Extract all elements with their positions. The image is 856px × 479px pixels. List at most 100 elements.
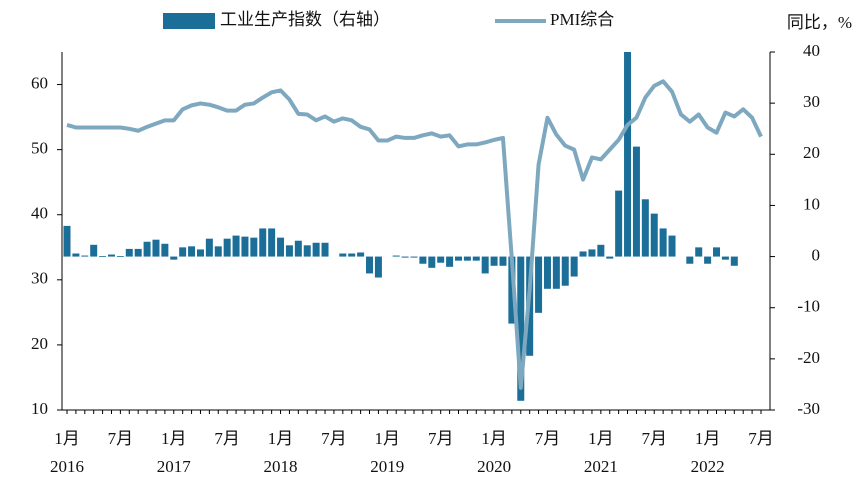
line [66,79,763,390]
x-year-label: 2022 [691,457,725,476]
bar [401,256,409,258]
bar [366,256,374,274]
bar [241,236,249,257]
y2-tick-label: 10 [803,194,820,213]
y2-tick-label: 20 [803,143,820,162]
y-tick-label: 60 [31,73,48,92]
bar [472,256,480,261]
bar [99,256,107,257]
x-tick-label: 7月 [748,429,774,448]
bar [72,253,80,257]
bar [650,213,658,257]
y-tick-label: 40 [31,204,48,223]
bar [339,253,347,257]
bar [428,256,436,268]
x-tick-label: 1月 [695,429,721,448]
bar [721,256,729,260]
bar [713,247,721,257]
bar [543,256,551,289]
x-tick-label: 1月 [481,429,507,448]
bar [437,256,445,263]
bar [205,238,213,257]
bar [116,256,124,257]
bar [294,240,302,257]
bar [632,146,640,257]
bar [321,242,329,257]
bar [704,256,712,264]
bar [463,256,471,261]
bar [454,256,462,261]
bar [561,256,569,286]
bar [597,244,605,257]
bar [152,239,160,257]
x-tick-label: 7月 [535,429,561,448]
bar [659,228,667,257]
x-tick-label: 1月 [161,429,187,448]
bar [517,256,525,401]
bar [570,256,578,277]
bar [730,256,738,266]
y2-tick-label: -10 [797,297,820,316]
bar [410,256,418,258]
bar [259,228,267,257]
y-tick-label: 30 [31,269,48,288]
bar [214,246,222,257]
bar [188,246,196,257]
x-year-label: 2017 [157,457,192,476]
bar [143,241,151,257]
y-tick-label: 50 [31,139,48,158]
bar [348,253,356,257]
bar [481,256,489,274]
bar [179,247,187,257]
x-year-label: 2019 [370,457,404,476]
bar [374,256,382,278]
y2-tick-label: -20 [797,348,820,367]
bar [81,255,89,257]
bar [170,256,178,260]
legend-line-label: PMI综合 [550,10,614,29]
bar [161,243,169,257]
x-year-label: 2020 [477,457,511,476]
y2-tick-label: -30 [797,399,820,418]
bar [446,256,454,267]
bar [357,252,365,257]
y-tick-label: 10 [31,399,48,418]
bar [615,190,623,257]
legend-bar-label: 工业生产指数（右轴） [220,10,390,29]
bar [419,256,427,264]
y2-axis-label: 同比，% [787,13,852,32]
bar [107,254,115,257]
bar [90,244,98,257]
bar [579,251,587,257]
bar [232,235,240,257]
x-tick-label: 7月 [321,429,347,448]
x-tick-label: 1月 [588,429,614,448]
x-tick-label: 1月 [268,429,294,448]
x-tick-label: 7月 [108,429,134,448]
x-tick-label: 1月 [54,429,80,448]
bar [223,238,231,257]
bar [686,256,694,264]
y-tick-label: 20 [31,334,48,353]
bar [552,256,560,289]
bar [303,245,311,257]
bar [641,199,649,257]
bar [134,248,142,257]
bar [535,256,543,313]
bar [606,256,614,259]
bar [490,256,498,266]
bar [277,237,285,257]
x-tick-label: 1月 [375,429,401,448]
bar [392,255,400,257]
y2-tick-label: 0 [812,245,821,264]
x-tick-label: 7月 [214,429,240,448]
bar [268,228,276,257]
bar [312,242,320,257]
bar [499,256,507,266]
bar [695,247,703,257]
x-year-label: 2016 [50,457,84,476]
bar [285,245,293,257]
bar [196,249,204,257]
bar [668,235,676,257]
